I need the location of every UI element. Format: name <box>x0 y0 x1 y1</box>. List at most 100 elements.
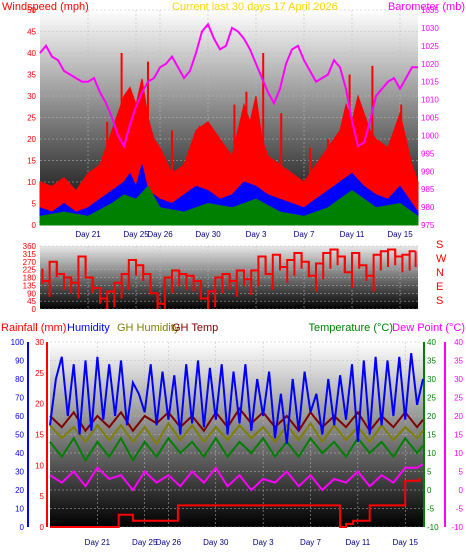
rainfall-tick-label: 0 <box>40 523 45 532</box>
humidity-tick-label: 50 <box>15 431 24 440</box>
dew-point-line <box>49 463 424 492</box>
humidity-tick-label: 100 <box>11 338 25 347</box>
temperature-tick-label: 5 <box>427 468 432 477</box>
compass-tick-label: E <box>436 281 443 293</box>
legend-dew-point: Dew Point (°C) <box>392 322 465 334</box>
barometer-tick-label: 1005 <box>421 114 439 123</box>
rainfall-tick-label: 5 <box>40 492 45 501</box>
legend-gh-humidity: GH Humidity <box>117 322 180 334</box>
x-tick-label: Day 25 <box>132 538 158 547</box>
temperature-tick-label: 15 <box>427 431 436 440</box>
temp-humidity-chart: Rainfall (mm) Humidity GH Humidity GH Te… <box>1 322 465 547</box>
temperature-tick-label: 10 <box>427 449 436 458</box>
compass-tick-label: W <box>436 253 447 265</box>
humidity-line <box>49 352 424 444</box>
rainfall-tick-label: 15 <box>35 431 44 440</box>
direction-tick-label: 90 <box>27 289 36 298</box>
humidity-tick-label: 60 <box>15 412 24 421</box>
x-tick-label: Day 21 <box>85 538 111 547</box>
windspeed-tick-label: 0 <box>32 221 37 230</box>
barometer-tick-label: 1020 <box>421 60 439 69</box>
dewpoint-tick-label: 10 <box>454 449 463 458</box>
humidity-tick-label: 0 <box>20 523 25 532</box>
dewpoint-tick-label: -5 <box>456 505 464 514</box>
rainfall-line <box>50 477 421 528</box>
windspeed-tick-label: 15 <box>27 157 36 166</box>
dewpoint-tick-label: 0 <box>459 486 464 495</box>
humidity-tick-label: 70 <box>15 394 24 403</box>
temperature-tick-label: 30 <box>427 375 436 384</box>
barometer-tick-label: 985 <box>421 185 435 194</box>
direction-tick-label: 225 <box>23 266 37 275</box>
humidity-tick-label: 80 <box>15 375 24 384</box>
barometer-tick-label: 1000 <box>421 131 439 140</box>
barometer-tick-label: 975 <box>421 221 435 230</box>
windspeed-tick-label: 5 <box>32 200 37 209</box>
humidity-tick-label: 40 <box>15 449 24 458</box>
humidity-tick-label: 20 <box>15 486 24 495</box>
wind-barometer-chart: Windspeed (mph) Current last 30 days 17 … <box>2 1 465 239</box>
barometer-tick-label: 990 <box>421 167 435 176</box>
x-tick-label: Day 25 <box>123 230 149 239</box>
windspeed-tick-label: 40 <box>27 49 36 58</box>
windspeed-tick-label: 35 <box>27 71 36 80</box>
x-tick-label: Day 21 <box>75 230 101 239</box>
dewpoint-tick-label: 5 <box>459 468 464 477</box>
x-tick-label: Day 26 <box>147 230 173 239</box>
barometer-tick-label: 1015 <box>421 78 439 87</box>
barometer-tick-label: 995 <box>421 149 435 158</box>
direction-tick-label: 270 <box>23 258 37 267</box>
legend-humidity: Humidity <box>67 322 110 334</box>
direction-tick-label: 0 <box>32 305 37 314</box>
humidity-tick-label: 10 <box>15 505 24 514</box>
barometer-tick-label: 1030 <box>421 24 439 33</box>
x-tick-label: Day 15 <box>393 538 419 547</box>
temperature-tick-label: 40 <box>427 338 436 347</box>
temp-plot-background <box>50 342 423 527</box>
dewpoint-tick-label: 15 <box>454 431 463 440</box>
barometer-line <box>39 22 418 149</box>
compass-tick-label: S <box>436 239 443 251</box>
dewpoint-tick-label: 35 <box>454 357 463 366</box>
direction-tick-label: 360 <box>23 242 37 251</box>
x-tick-label: Day 3 <box>246 230 267 239</box>
rainfall-tick-label: 10 <box>35 461 44 470</box>
dewpoint-tick-label: 30 <box>454 375 463 384</box>
chart-title: Current last 30 days 17 April 2026 <box>172 1 338 13</box>
temperature-tick-label: -10 <box>427 523 439 532</box>
windspeed-tick-label: 10 <box>27 178 36 187</box>
x-tick-label: Day 30 <box>203 538 229 547</box>
temperature-tick-label: 20 <box>427 412 436 421</box>
direction-tick-label: 135 <box>23 281 37 290</box>
dewpoint-tick-label: 25 <box>454 394 463 403</box>
windspeed-tick-label: 50 <box>27 6 36 15</box>
x-tick-label: Day 7 <box>300 538 321 547</box>
x-tick-label: Day 15 <box>387 230 413 239</box>
gh-temp-line <box>49 406 424 433</box>
humidity-tick-label: 30 <box>15 468 24 477</box>
temperature-tick-label: 35 <box>427 357 436 366</box>
compass-tick-label: S <box>436 295 443 307</box>
wind-run-area <box>39 185 419 226</box>
barometer-tick-label: 980 <box>421 203 435 212</box>
dewpoint-tick-label: 20 <box>454 412 463 421</box>
temperature-tick-label: 0 <box>427 486 432 495</box>
dewpoint-tick-label: 40 <box>454 338 463 347</box>
humidity-tick-label: 90 <box>15 357 24 366</box>
windspeed-tick-label: 45 <box>27 28 36 37</box>
dewpoint-tick-label: -10 <box>451 523 463 532</box>
temperature-line <box>49 436 424 463</box>
legend-gh-temp: GH Temp <box>172 322 218 334</box>
barometer-tick-label: 1010 <box>421 96 439 105</box>
x-tick-label: Day 7 <box>294 230 315 239</box>
x-tick-label: Day 11 <box>340 230 365 239</box>
rainfall-tick-label: 30 <box>35 338 44 347</box>
windspeed-tick-label: 20 <box>27 135 36 144</box>
direction-tick-label: 315 <box>23 250 37 259</box>
x-tick-label: Day 11 <box>345 538 370 547</box>
x-tick-label: Day 3 <box>253 538 274 547</box>
legend-temperature: Temperature (°C) <box>309 322 393 334</box>
x-tick-label: Day 30 <box>195 230 221 239</box>
